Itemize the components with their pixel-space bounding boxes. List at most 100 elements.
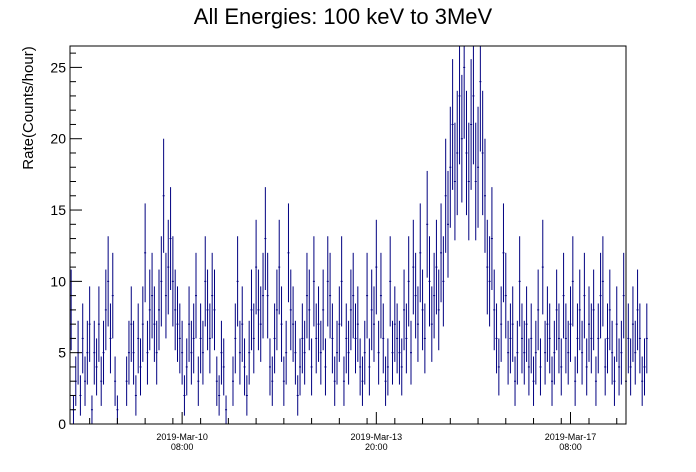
data-point bbox=[581, 320, 584, 385]
data-point bbox=[278, 219, 281, 315]
data-point bbox=[444, 138, 447, 253]
data-point bbox=[488, 236, 491, 327]
data-point bbox=[618, 338, 621, 396]
data-point bbox=[287, 203, 290, 303]
data-point bbox=[555, 269, 558, 351]
data-point bbox=[139, 338, 142, 396]
data-point bbox=[342, 356, 345, 406]
data-point bbox=[516, 320, 519, 385]
data-point bbox=[317, 286, 320, 362]
data-point bbox=[114, 356, 117, 406]
data-point bbox=[181, 320, 184, 385]
data-point bbox=[409, 320, 412, 385]
data-point bbox=[162, 138, 165, 253]
data-point bbox=[585, 338, 588, 396]
x-tick-label: 20:00 bbox=[365, 442, 388, 452]
data-point bbox=[608, 269, 611, 351]
data-point bbox=[340, 236, 343, 327]
data-point bbox=[234, 303, 237, 374]
y-tick-label: 5 bbox=[58, 345, 66, 361]
data-point bbox=[467, 122, 470, 241]
data-point bbox=[292, 286, 295, 362]
data-point bbox=[370, 269, 373, 351]
data-point bbox=[220, 320, 223, 385]
data-point bbox=[576, 303, 579, 374]
data-point bbox=[530, 303, 533, 374]
data-point bbox=[213, 269, 216, 351]
data-point bbox=[629, 338, 632, 396]
data-point bbox=[245, 375, 248, 416]
data-point bbox=[511, 286, 514, 362]
data-point bbox=[201, 320, 204, 385]
data-point bbox=[379, 252, 382, 339]
data-point bbox=[474, 122, 477, 241]
x-tick-label: 08:00 bbox=[171, 442, 194, 452]
data-point bbox=[361, 356, 364, 406]
data-point bbox=[338, 286, 341, 362]
data-point bbox=[102, 320, 105, 385]
data-point bbox=[127, 320, 130, 385]
data-point bbox=[211, 252, 214, 339]
data-point bbox=[627, 303, 630, 374]
data-point bbox=[456, 90, 459, 216]
data-point bbox=[544, 320, 547, 385]
data-point bbox=[477, 106, 480, 228]
data-point bbox=[451, 59, 454, 190]
data-point bbox=[183, 375, 186, 416]
data-point bbox=[301, 303, 304, 374]
data-point bbox=[578, 269, 581, 351]
data-point bbox=[446, 170, 449, 278]
data-point bbox=[574, 356, 577, 406]
data-point bbox=[88, 286, 91, 362]
data-point bbox=[190, 320, 193, 385]
data-point bbox=[151, 252, 154, 339]
data-point bbox=[273, 303, 276, 374]
data-point bbox=[194, 252, 197, 339]
data-point bbox=[490, 187, 493, 290]
data-point bbox=[564, 303, 567, 374]
y-tick-label: 20 bbox=[50, 131, 66, 147]
y-tick-label: 15 bbox=[50, 202, 66, 218]
data-point bbox=[636, 269, 639, 351]
data-point bbox=[354, 303, 357, 374]
data-point bbox=[479, 46, 482, 152]
data-point bbox=[331, 303, 334, 374]
data-point bbox=[132, 320, 135, 385]
data-point bbox=[146, 320, 149, 385]
data-points bbox=[70, 46, 648, 425]
data-point bbox=[241, 286, 244, 362]
data-point bbox=[215, 356, 218, 406]
data-point bbox=[546, 286, 549, 362]
data-point bbox=[643, 338, 646, 396]
x-tick-label: 2019-Mar-17 bbox=[545, 432, 597, 442]
data-point bbox=[294, 320, 297, 385]
data-point bbox=[641, 356, 644, 406]
data-point bbox=[403, 269, 406, 351]
data-point bbox=[620, 320, 623, 385]
data-point bbox=[592, 269, 595, 351]
data-point bbox=[86, 320, 89, 385]
x-tick-label: 08:00 bbox=[559, 442, 582, 452]
data-point bbox=[345, 303, 348, 374]
data-point bbox=[250, 269, 253, 351]
data-point bbox=[319, 320, 322, 385]
data-point bbox=[322, 269, 325, 351]
data-point bbox=[537, 269, 540, 351]
data-point bbox=[218, 375, 221, 416]
data-point bbox=[400, 338, 403, 396]
data-point bbox=[90, 395, 93, 424]
data-point bbox=[299, 338, 302, 396]
data-point bbox=[236, 236, 239, 327]
data-point bbox=[634, 320, 637, 385]
data-point bbox=[419, 203, 422, 303]
data-point bbox=[109, 303, 112, 374]
data-point bbox=[405, 303, 408, 374]
data-point bbox=[435, 219, 438, 315]
y-tick-label: 10 bbox=[50, 273, 66, 289]
data-point bbox=[248, 320, 251, 385]
data-point bbox=[333, 356, 336, 406]
data-point bbox=[423, 303, 426, 374]
data-point bbox=[130, 286, 133, 362]
data-point bbox=[541, 219, 544, 315]
data-point bbox=[594, 356, 597, 406]
